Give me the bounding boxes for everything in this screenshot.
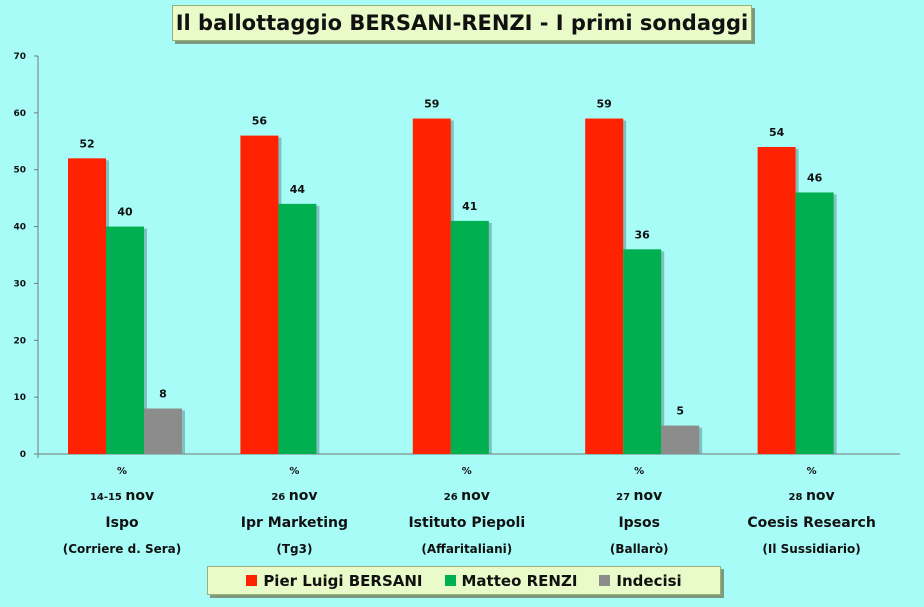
bar-indecisi <box>661 425 700 454</box>
category-client-label: (Corriere d. Sera) <box>63 542 181 556</box>
bar-pier-luigi-bersani <box>585 118 624 455</box>
legend-label-bersani: Pier Luigi BERSANI <box>263 571 423 590</box>
category-institute-label: Ispo <box>105 515 139 531</box>
chart-legend: Pier Luigi BERSANI Matteo RENZI Indecisi <box>207 566 721 595</box>
category-date-label: 28 nov <box>789 488 835 504</box>
bar-matteo-renzi <box>795 192 834 454</box>
data-label: 40 <box>117 206 133 219</box>
data-label: 59 <box>424 98 439 111</box>
bar-indecisi <box>144 408 182 454</box>
data-label: 41 <box>462 200 477 213</box>
bar-matteo-renzi <box>106 226 144 454</box>
bar-pier-luigi-bersani <box>240 135 279 454</box>
y-tick-label: 40 <box>13 223 26 233</box>
legend-item-indecisi: Indecisi <box>599 571 682 590</box>
data-label: 56 <box>252 115 268 128</box>
data-label: 5 <box>676 405 684 418</box>
category-date-label: 26 nov <box>444 488 490 504</box>
y-tick-label: 10 <box>13 393 26 403</box>
legend-swatch-indecisi <box>599 575 611 586</box>
category-unit-label: % <box>289 466 299 477</box>
category-date-label: 27 nov <box>616 488 662 504</box>
chart-title: Il ballottaggio BERSANI-RENZI - I primi … <box>172 5 752 41</box>
category-client-label: (Tg3) <box>276 542 312 556</box>
data-label: 59 <box>597 98 612 111</box>
category-date-label: 26 nov <box>271 488 317 504</box>
category-date-label: 14-15 nov <box>90 488 154 504</box>
category-institute-label: Coesis Research <box>747 515 875 531</box>
legend-item-bersani: Pier Luigi BERSANI <box>246 571 423 590</box>
category-institute-label: Ipsos <box>618 515 660 531</box>
y-tick-label: 20 <box>13 336 26 346</box>
bar-matteo-renzi <box>450 220 489 454</box>
y-tick-label: 30 <box>13 279 26 289</box>
category-unit-label: % <box>807 466 817 477</box>
category-unit-label: % <box>634 466 644 477</box>
y-tick-label: 60 <box>13 109 26 119</box>
bar-pier-luigi-bersani <box>68 158 106 455</box>
category-client-label: (Affaritaliani) <box>421 542 512 556</box>
category-institute-label: Istituto Piepoli <box>408 515 525 531</box>
category-client-label: (Ballarò) <box>610 542 669 556</box>
data-label: 52 <box>79 137 94 150</box>
bar-pier-luigi-bersani <box>757 146 796 454</box>
category-unit-label: % <box>117 466 127 477</box>
bar-pier-luigi-bersani <box>412 118 451 455</box>
legend-swatch-renzi <box>444 575 456 586</box>
legend-label-renzi: Matteo RENZI <box>461 571 578 590</box>
data-label: 54 <box>769 126 785 139</box>
y-tick-label: 0 <box>20 450 26 460</box>
y-tick-label: 70 <box>13 52 26 62</box>
y-tick-label: 50 <box>13 166 26 176</box>
data-label: 44 <box>290 183 306 196</box>
data-label: 46 <box>807 171 823 184</box>
data-label: 8 <box>159 388 167 401</box>
legend-swatch-bersani <box>246 575 258 586</box>
data-label: 36 <box>635 228 651 241</box>
legend-label-indecisi: Indecisi <box>616 571 682 590</box>
bar-matteo-renzi <box>278 203 317 454</box>
category-institute-label: Ipr Marketing <box>241 515 348 531</box>
bar-matteo-renzi <box>623 249 662 454</box>
category-client-label: (Il Sussidiario) <box>762 542 860 556</box>
legend-item-renzi: Matteo RENZI <box>444 571 578 590</box>
category-unit-label: % <box>462 466 472 477</box>
